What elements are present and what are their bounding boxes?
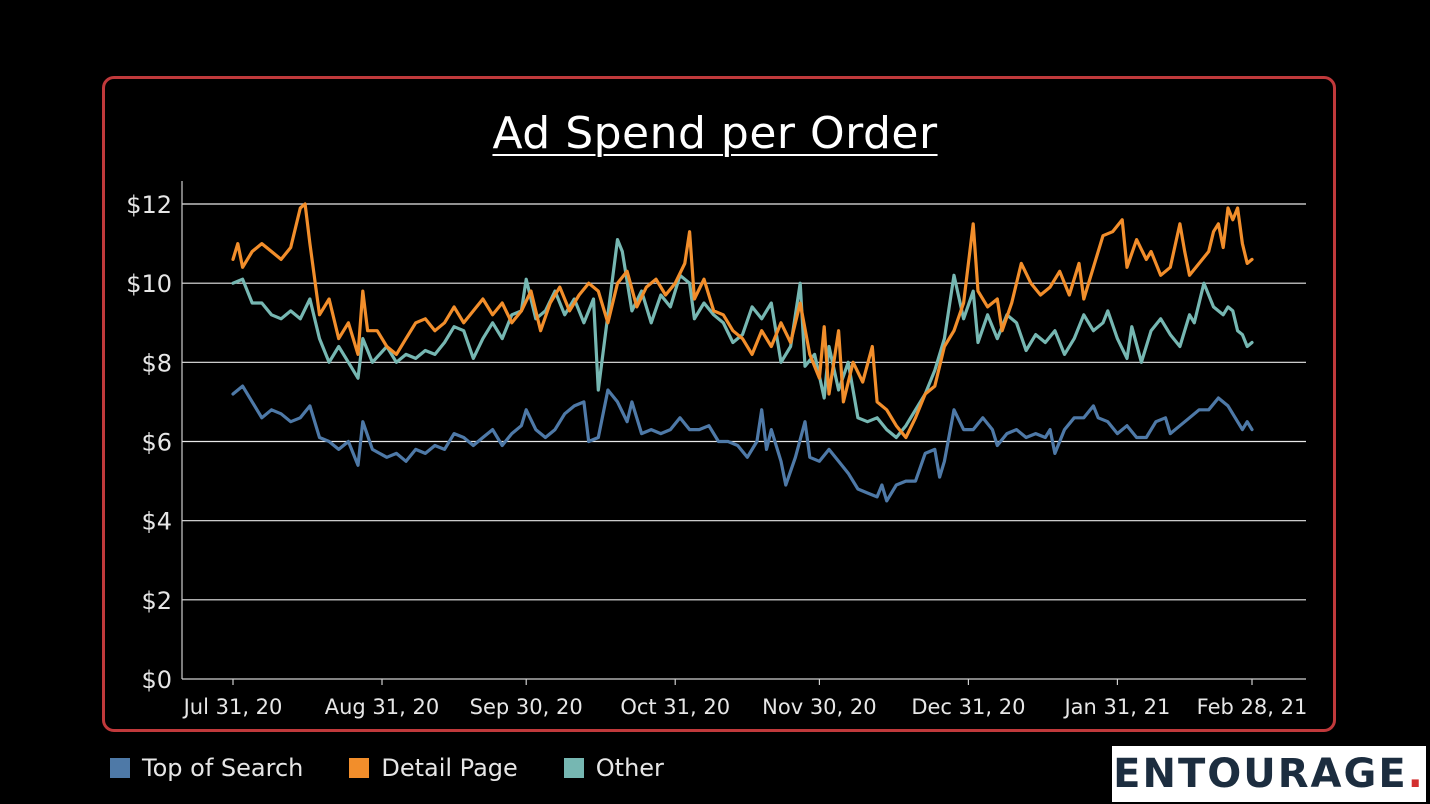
x-tick-label: Jan 31, 21 bbox=[1062, 695, 1170, 719]
entourage-logo: ENTOURAGE. bbox=[1112, 746, 1426, 802]
y-tick-label: $6 bbox=[141, 429, 172, 457]
y-tick-label: $8 bbox=[141, 349, 172, 377]
x-tick-label: Nov 30, 20 bbox=[762, 695, 876, 719]
gridlines bbox=[182, 203, 1306, 601]
y-tick-label: $0 bbox=[141, 666, 172, 694]
y-tick-label: $12 bbox=[126, 191, 172, 219]
y-axis-labels: $0 $2 $4 $6 $8 $10 $12 bbox=[126, 191, 172, 694]
y-tick-label: $4 bbox=[141, 508, 172, 536]
legend-label: Detail Page bbox=[381, 754, 518, 782]
logo-dot: . bbox=[1407, 751, 1425, 797]
legend-item-other[interactable]: Other bbox=[563, 754, 664, 782]
chart-frame bbox=[102, 76, 1336, 732]
x-tick-label: Oct 31, 20 bbox=[620, 695, 730, 719]
x-axis-labels: Jul 31, 20 Aug 31, 20 Sep 30, 20 Oct 31, 20… bbox=[182, 695, 1308, 719]
legend-label: Other bbox=[595, 754, 664, 782]
legend-swatch bbox=[349, 758, 370, 778]
legend-item-top-of-search[interactable]: Top of Search bbox=[110, 754, 303, 782]
y-tick-label: $10 bbox=[126, 270, 172, 298]
legend-swatch bbox=[110, 758, 130, 778]
series-lines bbox=[231, 202, 1254, 503]
series-line-detail-page[interactable] bbox=[231, 202, 1254, 440]
series-line-top-of-search[interactable] bbox=[231, 384, 1254, 503]
x-tick-label: Feb 28, 21 bbox=[1197, 695, 1308, 719]
logo-text: ENTOURAGE bbox=[1113, 751, 1408, 797]
x-tick-label: Jul 31, 20 bbox=[182, 695, 283, 719]
axes bbox=[181, 181, 1306, 685]
y-tick-label: $2 bbox=[141, 587, 172, 615]
x-tick-label: Aug 31, 20 bbox=[325, 695, 439, 719]
x-tick-label: Dec 31, 20 bbox=[911, 695, 1025, 719]
legend-item-detail-page[interactable]: Detail Page bbox=[349, 754, 518, 782]
legend-swatch bbox=[563, 758, 584, 778]
x-tick-label: Sep 30, 20 bbox=[470, 695, 583, 719]
legend-label: Top of Search bbox=[142, 754, 304, 782]
chart-title: Ad Spend per Order bbox=[492, 108, 938, 159]
legend: Top of Search Detail Page Other bbox=[110, 754, 710, 782]
series-line-other[interactable] bbox=[231, 238, 1254, 440]
